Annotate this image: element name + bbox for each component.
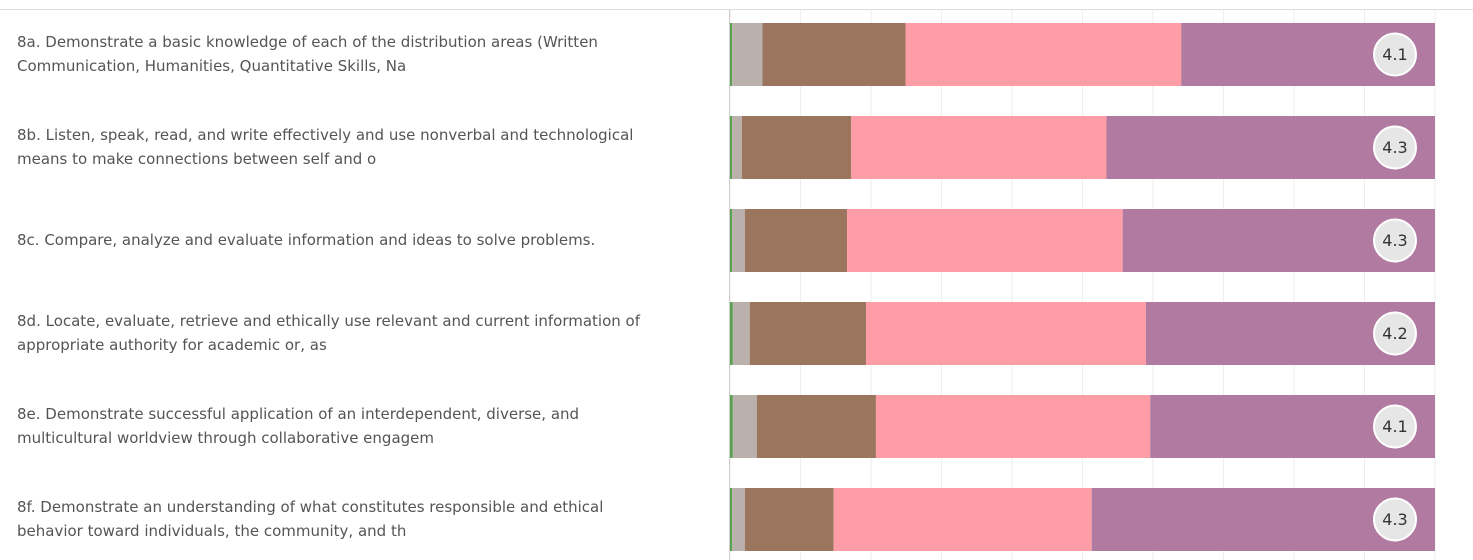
bar-segment — [732, 302, 750, 365]
bar-segment — [730, 488, 733, 551]
bar-segment — [732, 488, 745, 551]
category-label: 8d. Locate, evaluate, retrieve and ethic… — [17, 312, 641, 330]
average-label: 4.1 — [1382, 417, 1407, 436]
average-badge — [1373, 32, 1417, 77]
average-label: 4.2 — [1382, 324, 1407, 343]
bar-segment — [744, 488, 834, 551]
category-label: 8a. Demonstrate a basic knowledge of eac… — [17, 33, 598, 51]
bar-segment — [762, 23, 906, 86]
average-badge — [1373, 497, 1417, 542]
bar-segment — [875, 395, 1151, 458]
bar-segment — [730, 23, 733, 86]
bar-segment — [732, 209, 745, 272]
average-badge — [1373, 404, 1417, 449]
category-label: means to make connections between self a… — [17, 150, 376, 168]
bar-segment — [847, 209, 1123, 272]
bar-segment — [905, 23, 1182, 86]
bar-segment — [833, 488, 1092, 551]
category-label: appropriate authority for academic or, a… — [17, 336, 327, 354]
category-label: 8b. Listen, speak, read, and write effec… — [17, 126, 633, 144]
average-badge — [1373, 125, 1417, 170]
bar-segment — [744, 209, 848, 272]
bar-segment — [730, 302, 733, 365]
bar-segment — [732, 23, 763, 86]
category-label: Communication, Humanities, Quantitative … — [17, 57, 406, 75]
bar-segment — [730, 395, 733, 458]
average-label: 4.3 — [1382, 138, 1407, 157]
bar-segment — [756, 395, 876, 458]
average-label: 4.3 — [1382, 510, 1407, 529]
bar-segment — [851, 116, 1107, 179]
average-label: 4.1 — [1382, 45, 1407, 64]
bar-segment — [741, 116, 852, 179]
bar-segment — [732, 116, 742, 179]
category-label: multicultural worldview through collabor… — [17, 429, 434, 447]
category-label: 8f. Demonstrate an understanding of what… — [17, 498, 603, 516]
bar-segment — [749, 302, 867, 365]
category-label: behavior toward individuals, the communi… — [17, 522, 406, 540]
average-label: 4.3 — [1382, 231, 1407, 250]
average-badge — [1373, 311, 1417, 356]
bar-segment — [730, 209, 733, 272]
bar-segment — [866, 302, 1146, 365]
category-label: 8c. Compare, analyze and evaluate inform… — [17, 231, 595, 249]
average-badge — [1373, 218, 1417, 263]
category-label: 8e. Demonstrate successful application o… — [17, 405, 579, 423]
bar-segment — [730, 116, 733, 179]
bar-segment — [732, 395, 757, 458]
